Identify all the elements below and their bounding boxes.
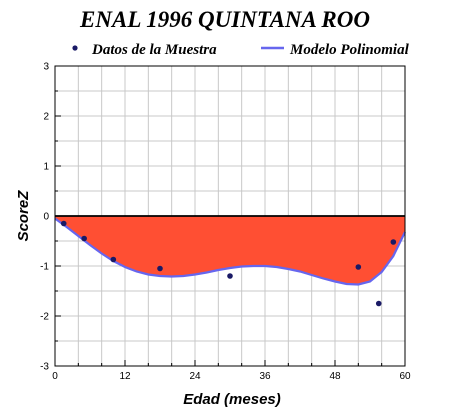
data-point <box>110 256 117 263</box>
data-point <box>60 220 67 227</box>
x-tick-label: 60 <box>399 371 411 382</box>
data-point <box>375 300 382 307</box>
data-point <box>227 273 233 279</box>
x-axis-label: Edad (meses) <box>183 391 281 408</box>
axes <box>54 65 406 367</box>
tick-layer: 0 12 24 36 48 60 3 2 1 0 -1 -2 -3 <box>40 62 411 383</box>
y-tick-label: -1 <box>40 262 49 273</box>
data-point <box>157 265 163 272</box>
legend-label-modelo: Modelo Polinomial <box>289 42 410 58</box>
x-tick-label: 0 <box>52 371 58 382</box>
y-axis-label: ScoreZ <box>15 190 32 242</box>
y-tick-label: -3 <box>40 362 49 373</box>
y-tick-label: 0 <box>43 212 49 223</box>
y-tick-label: -2 <box>40 312 49 323</box>
x-tick-label: 12 <box>119 371 131 382</box>
data-point <box>390 239 397 245</box>
y-tick-label: 2 <box>43 112 49 123</box>
area-layer <box>55 216 405 285</box>
legend: Datos de la Muestra Modelo Polinomial <box>72 42 410 58</box>
chart-title: ENAL 1996 QUINTANA ROO <box>79 7 370 32</box>
legend-marker-datos <box>72 45 78 51</box>
x-tick-label: 36 <box>259 371 271 382</box>
data-point <box>355 264 362 270</box>
y-tick-label: 1 <box>43 162 49 173</box>
legend-label-datos: Datos de la Muestra <box>91 42 217 58</box>
model-area <box>55 216 405 285</box>
data-point <box>81 235 87 242</box>
x-tick-label: 48 <box>329 371 341 382</box>
y-tick-label: 3 <box>43 62 49 73</box>
point-layer <box>60 220 397 307</box>
x-tick-label: 24 <box>189 371 201 382</box>
